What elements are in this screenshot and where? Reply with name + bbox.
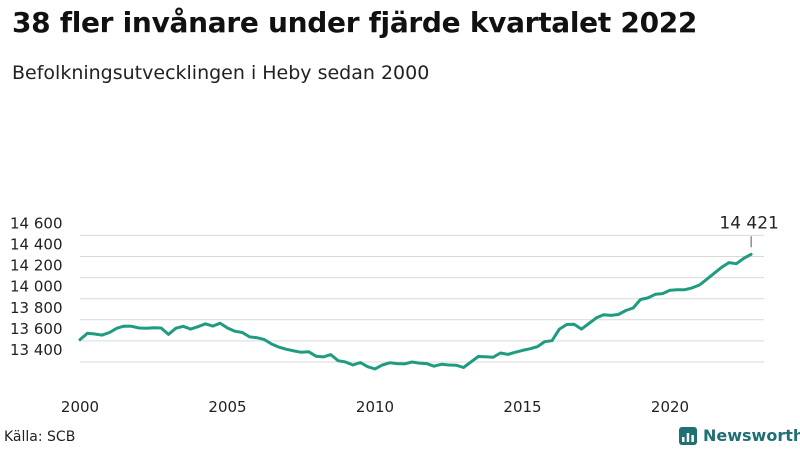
annotation-label: 14 421: [719, 213, 778, 233]
y-axis: 13 400 13 600 13 800 14 000 14 200 14 400 14 6…: [10, 214, 63, 359]
x-tick-label: 2000: [61, 398, 99, 416]
chart-title: 38 fler invånare under fjärde kvartalet …: [12, 6, 698, 39]
chart-subtitle: Befolkningsutvecklingen i Heby sedan 200…: [12, 62, 430, 84]
x-axis: 2000 2005 2010 2015 2020: [61, 398, 689, 416]
grid-layer: [80, 234, 764, 363]
y-tick-label: 14 200: [10, 257, 63, 275]
x-tick-label: 2005: [208, 398, 246, 416]
brand-name: Newsworthy: [703, 426, 800, 445]
series-layer: [78, 252, 753, 371]
bar-chart-icon: [679, 426, 697, 445]
source-note: Källa: SCB: [4, 429, 76, 445]
y-tick-label: 14 600: [10, 214, 63, 232]
series-line: [78, 252, 753, 371]
y-tick-label: 13 400: [10, 341, 63, 359]
brand-logo: Newsworthy: [679, 426, 800, 445]
y-tick-label: 13 800: [10, 299, 63, 317]
x-tick-label: 2020: [651, 398, 689, 416]
x-tick-label: 2010: [356, 398, 394, 416]
y-tick-label: 14 400: [10, 236, 63, 254]
annotation-layer: 14 421: [719, 213, 779, 248]
y-tick-label: 13 600: [10, 320, 63, 338]
x-tick-label: 2015: [503, 398, 541, 416]
y-tick-label: 14 000: [10, 278, 63, 296]
